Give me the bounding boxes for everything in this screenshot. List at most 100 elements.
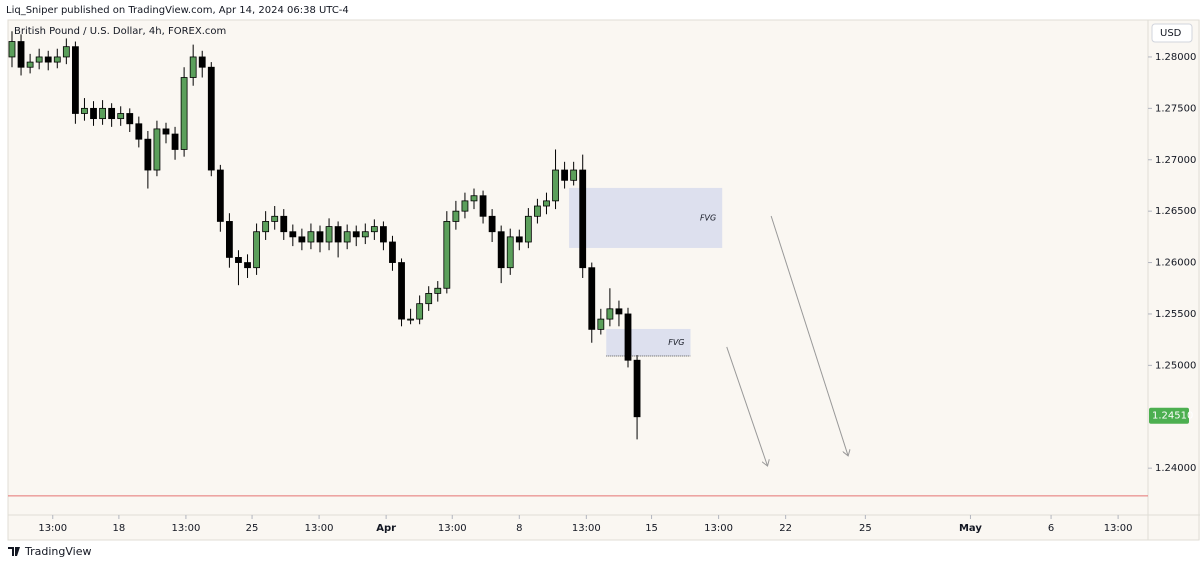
- y-tick-label: 1.27500: [1155, 103, 1196, 114]
- candle-body: [280, 215, 288, 233]
- candle-body: [162, 128, 170, 135]
- candle-body: [307, 231, 315, 243]
- candle-body: [506, 236, 514, 269]
- x-tick-label: 22: [779, 523, 792, 534]
- y-tick-label: 1.24000: [1155, 463, 1196, 474]
- candle-body: [325, 226, 333, 243]
- candle-body: [343, 231, 351, 243]
- y-tick-label: 1.26000: [1155, 258, 1196, 269]
- candle-body: [71, 46, 79, 114]
- candle-body: [289, 231, 297, 238]
- candle-body: [126, 113, 134, 125]
- candle-body: [8, 41, 16, 58]
- frame: [7, 19, 1200, 541]
- fvg-zone: [606, 328, 691, 357]
- candle-body: [461, 200, 469, 212]
- candle-body: [380, 226, 387, 243]
- x-tick-label: 13:00: [438, 523, 467, 534]
- candle-body: [488, 215, 496, 233]
- candle-body: [253, 231, 260, 269]
- price-axis: [1148, 20, 1200, 515]
- arrow: [770, 215, 848, 456]
- candle-body: [407, 318, 414, 321]
- fvg-zone: [569, 187, 723, 248]
- candle-body: [235, 257, 242, 263]
- candle-body: [198, 56, 206, 68]
- candle-body: [108, 107, 116, 120]
- x-tick-label: 18: [113, 523, 126, 534]
- candle-body: [144, 138, 152, 171]
- candle-body: [81, 107, 88, 114]
- candle-body: [90, 107, 97, 120]
- candle-body: [524, 215, 532, 243]
- x-tick-label: 6: [1048, 523, 1054, 534]
- x-tick-label: 13:00: [172, 523, 201, 534]
- brand: TradingView: [24, 545, 91, 558]
- candle-body: [398, 262, 405, 320]
- candle-body: [425, 292, 433, 305]
- candle-body: [334, 226, 342, 243]
- symbol-title: British Pound / U.S. Dollar, 4h, FOREX.c…: [14, 26, 226, 37]
- x-tick-label: Apr: [376, 523, 396, 534]
- logo: [8, 547, 20, 556]
- candle-body: [53, 56, 61, 63]
- candle-body: [470, 195, 478, 202]
- publisher: Liq_Sniper published on TradingView.com,…: [6, 5, 349, 16]
- candle-body: [579, 169, 587, 269]
- x-tick-label: 25: [859, 523, 872, 534]
- candle-body: [244, 262, 251, 269]
- fvg-label: FVG: [700, 213, 716, 222]
- x-tick-label: 13:00: [1104, 523, 1133, 534]
- candle-body: [552, 169, 559, 202]
- x-tick-label: 13:00: [572, 523, 601, 534]
- candle-body: [416, 303, 424, 320]
- candle-body: [606, 308, 614, 320]
- candle-body: [26, 61, 34, 68]
- candle-body: [189, 56, 197, 78]
- candle-body: [443, 221, 451, 289]
- candle-body: [171, 133, 179, 150]
- candle-body: [543, 200, 550, 207]
- x-tick-label: 13:00: [38, 523, 67, 534]
- currency[interactable]: USD: [1160, 28, 1182, 39]
- candle-body: [62, 46, 70, 58]
- candle-body: [35, 56, 43, 63]
- candle-body: [361, 231, 369, 238]
- x-tick-label: 8: [516, 523, 522, 534]
- time-axis: [8, 515, 1200, 540]
- candle-body: [153, 128, 161, 171]
- candle-body: [216, 169, 224, 222]
- candle-body: [534, 205, 541, 217]
- candle-body: [99, 107, 106, 120]
- x-tick-label: 15: [645, 523, 658, 534]
- candle-body: [370, 226, 378, 233]
- candle-body: [271, 215, 279, 222]
- x-tick-label: 25: [246, 523, 259, 534]
- candle-body: [515, 236, 523, 243]
- candle-body: [17, 41, 25, 68]
- x-tick-label: May: [959, 523, 982, 534]
- candle-body: [316, 231, 324, 243]
- candle-body: [207, 66, 215, 171]
- candle-body: [561, 169, 568, 181]
- candle-body: [226, 221, 233, 258]
- candle-body: [180, 77, 188, 150]
- candle-body: [352, 231, 360, 238]
- candle-body: [262, 221, 270, 233]
- candle-body: [44, 56, 52, 63]
- candle-body: [434, 287, 442, 294]
- candle-body: [452, 210, 460, 222]
- candle-body: [135, 123, 143, 140]
- last-price-tag: [1149, 407, 1189, 424]
- candle-body: [597, 318, 605, 330]
- fvg-label: FVG: [668, 338, 684, 347]
- candle-body: [389, 241, 396, 263]
- candle-body: [117, 113, 125, 120]
- candle-body: [624, 313, 632, 361]
- currency-box[interactable]: [1151, 23, 1193, 43]
- y-tick-label: 1.27000: [1155, 155, 1196, 166]
- x-tick-label: 13:00: [704, 523, 733, 534]
- y-tick-label: 1.28000: [1155, 52, 1196, 63]
